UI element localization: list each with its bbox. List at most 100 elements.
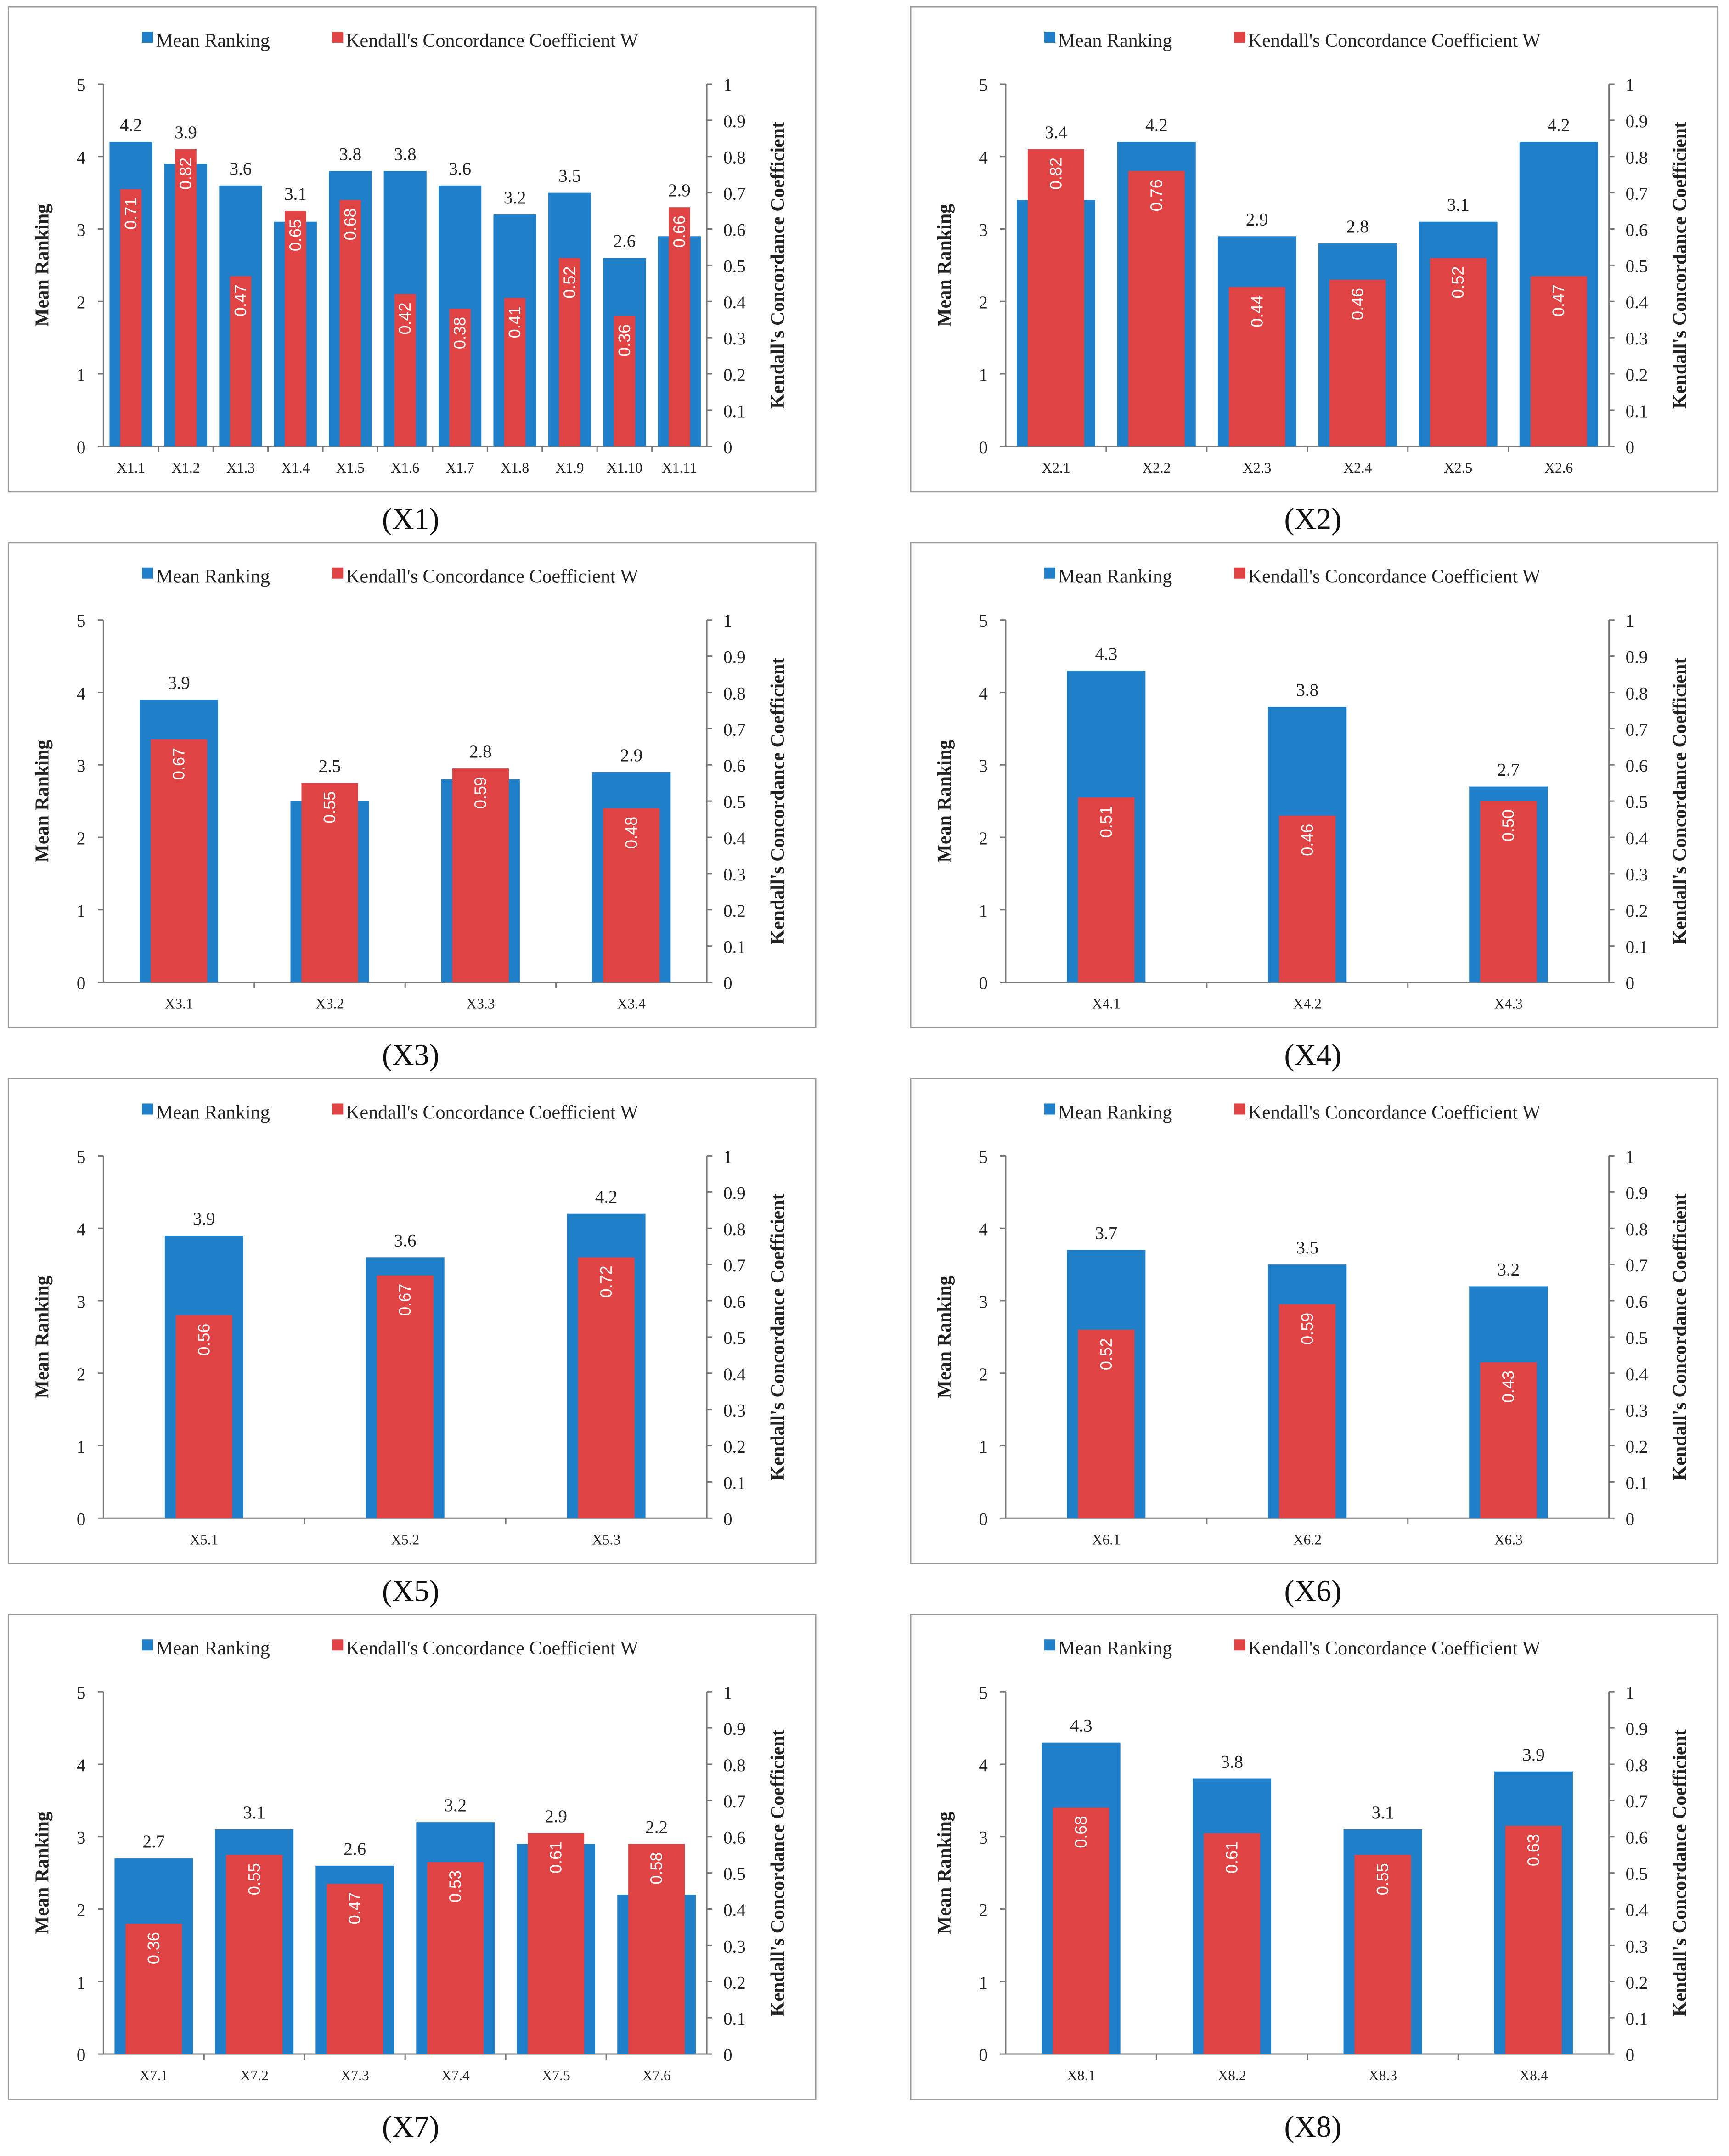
legend-label-mean: Mean Ranking xyxy=(1058,566,1172,587)
left-tick-label: 1 xyxy=(77,1973,86,1992)
bar-kendall-w xyxy=(1430,258,1487,446)
legend-label-mean: Mean Ranking xyxy=(156,30,270,51)
right-tick-label: 0.1 xyxy=(723,401,746,421)
chart-frame xyxy=(910,1614,1719,2100)
category-label: X8.1 xyxy=(1067,2067,1095,2083)
right-tick-label: 0 xyxy=(1626,438,1635,457)
legend-swatch-mean xyxy=(142,1639,153,1651)
legend-label-mean: Mean Ranking xyxy=(1058,30,1172,51)
chart-caption: (X2) xyxy=(1284,502,1342,536)
left-axis-title: Mean Ranking xyxy=(32,204,53,327)
kendall-value-label: 0.52 xyxy=(560,266,579,299)
left-tick-label: 1 xyxy=(979,1973,988,1992)
right-tick-label: 0.9 xyxy=(723,648,746,667)
chart-caption: (X4) xyxy=(1284,1038,1342,1072)
right-tick-label: 0.6 xyxy=(1626,1828,1648,1848)
bar-kendall-w xyxy=(614,316,636,446)
bar-kendall-w xyxy=(1329,279,1386,446)
category-label: X2.5 xyxy=(1444,460,1472,476)
mean-value-label: 2.7 xyxy=(142,1832,165,1851)
category-label: X7.3 xyxy=(341,2067,369,2083)
legend-label-mean: Mean Ranking xyxy=(156,1638,270,1659)
mean-value-label: 3.4 xyxy=(1045,123,1067,142)
left-tick-label: 3 xyxy=(77,1292,86,1312)
right-tick-label: 0 xyxy=(723,1509,732,1529)
right-tick-label: 0.7 xyxy=(1626,184,1648,204)
right-tick-label: 0.6 xyxy=(723,1292,746,1312)
kendall-value-label: 0.46 xyxy=(1348,288,1367,320)
category-label: X2.2 xyxy=(1142,460,1171,476)
right-tick-label: 1 xyxy=(1626,75,1635,95)
right-tick-label: 1 xyxy=(1626,611,1635,631)
mean-value-label: 4.2 xyxy=(1145,115,1168,135)
legend-label-kendall: Kendall's Concordance Coefficient W xyxy=(1248,30,1541,51)
category-label: X1.7 xyxy=(446,460,474,476)
category-label: X7.2 xyxy=(240,2067,269,2083)
right-tick-label: 0.3 xyxy=(1626,865,1648,885)
kendall-value-label: 0.67 xyxy=(169,748,188,780)
left-tick-label: 4 xyxy=(979,683,988,703)
kendall-value-label: 0.53 xyxy=(446,1870,465,1902)
category-label: X8.2 xyxy=(1218,2067,1246,2083)
right-tick-label: 0.6 xyxy=(1626,220,1648,240)
mean-value-label: 3.7 xyxy=(1095,1224,1118,1243)
left-tick-label: 5 xyxy=(77,611,86,631)
kendall-value-label: 0.59 xyxy=(471,777,490,809)
legend-swatch-kendall xyxy=(1234,1639,1245,1651)
kendall-value-label: 0.61 xyxy=(1222,1841,1241,1874)
bar-kendall-w xyxy=(449,309,471,446)
right-tick-label: 0.3 xyxy=(1626,329,1648,349)
chart-panel-1: Mean Ranking Kendall's Concordance Coeffi… xyxy=(7,6,817,536)
right-tick-label: 0 xyxy=(1626,1509,1635,1529)
left-tick-label: 0 xyxy=(77,2045,86,2065)
left-tick-label: 0 xyxy=(77,1509,86,1529)
kendall-value-label: 0.43 xyxy=(1499,1371,1518,1403)
right-tick-label: 0 xyxy=(723,438,732,457)
right-tick-label: 0.4 xyxy=(1626,1365,1648,1384)
chart-panel-3: Mean Ranking Kendall's Concordance Coeffi… xyxy=(7,542,817,1072)
mean-value-label: 3.8 xyxy=(339,144,361,164)
category-label: X6.3 xyxy=(1494,1531,1523,1547)
mean-value-label: 3.5 xyxy=(1296,1238,1318,1258)
bar-kendall-w xyxy=(1027,149,1084,446)
mean-value-label: 3.9 xyxy=(1522,1745,1545,1765)
right-tick-label: 0.4 xyxy=(723,829,746,848)
mean-value-label: 3.2 xyxy=(444,1795,467,1815)
legend-swatch-mean xyxy=(1044,1103,1055,1115)
right-tick-label: 0.7 xyxy=(723,184,746,204)
left-tick-label: 3 xyxy=(77,1828,86,1848)
category-label: X5.1 xyxy=(190,1531,218,1547)
right-tick-label: 0.8 xyxy=(1626,148,1648,168)
left-tick-label: 3 xyxy=(979,1292,988,1312)
right-tick-label: 0.9 xyxy=(723,1719,746,1739)
right-tick-label: 0.5 xyxy=(723,792,746,812)
chart-caption: (X8) xyxy=(1284,2110,1342,2144)
left-tick-label: 5 xyxy=(979,611,988,631)
left-axis-title: Mean Ranking xyxy=(32,1276,53,1398)
bar-kendall-w xyxy=(1128,171,1185,446)
left-tick-label: 5 xyxy=(979,1683,988,1703)
left-tick-label: 0 xyxy=(979,438,988,457)
bar-kendall-w xyxy=(1279,815,1336,982)
kendall-value-label: 0.41 xyxy=(505,306,524,338)
kendall-value-label: 0.47 xyxy=(1549,284,1568,316)
mean-value-label: 3.6 xyxy=(449,159,471,179)
mean-value-label: 2.7 xyxy=(1497,760,1520,780)
right-tick-label: 0.9 xyxy=(1626,1183,1648,1203)
right-tick-label: 0.5 xyxy=(1626,1328,1648,1348)
mean-value-label: 3.6 xyxy=(394,1230,417,1250)
mean-value-label: 2.6 xyxy=(614,231,636,251)
kendall-value-label: 0.82 xyxy=(176,158,195,190)
category-label: X2.1 xyxy=(1042,460,1070,476)
right-tick-label: 0 xyxy=(723,974,732,993)
bar-kendall-w xyxy=(377,1275,434,1518)
kendall-value-label: 0.65 xyxy=(286,219,304,251)
right-tick-label: 0.7 xyxy=(1626,1256,1648,1276)
left-tick-label: 1 xyxy=(979,365,988,385)
right-tick-label: 0.5 xyxy=(723,1864,746,1884)
kendall-value-label: 0.38 xyxy=(451,317,469,349)
mean-value-label: 3.9 xyxy=(193,1209,215,1229)
kendall-value-label: 0.47 xyxy=(345,1892,364,1924)
right-tick-label: 0.4 xyxy=(1626,1901,1648,1920)
right-tick-label: 0 xyxy=(1626,974,1635,993)
